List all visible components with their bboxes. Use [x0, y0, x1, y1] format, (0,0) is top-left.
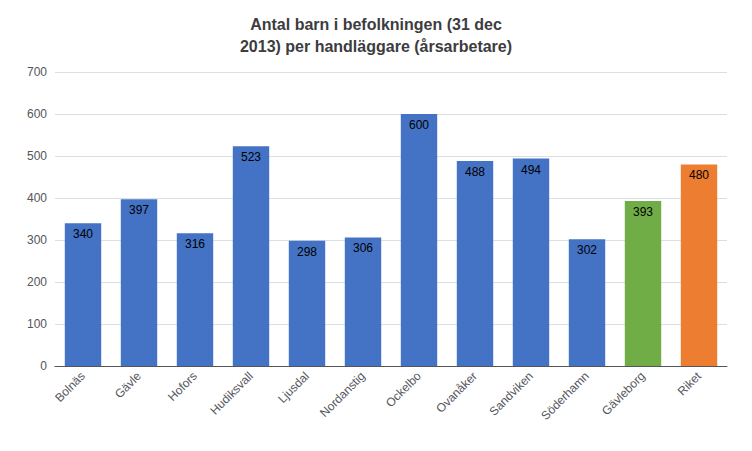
svg-text:Söderhamn: Söderhamn [538, 369, 592, 423]
svg-text:100: 100 [27, 317, 47, 331]
svg-text:2013) per handläggare (årsarbe: 2013) per handläggare (årsarbetare) [240, 38, 512, 55]
svg-text:Sandviken: Sandviken [486, 369, 535, 418]
svg-text:397: 397 [129, 203, 149, 217]
svg-text:Nordanstig: Nordanstig [317, 369, 368, 420]
svg-text:Bolnäs: Bolnäs [52, 369, 88, 405]
svg-text:340: 340 [73, 227, 93, 241]
svg-text:200: 200 [27, 275, 47, 289]
svg-text:494: 494 [521, 163, 541, 177]
svg-text:306: 306 [353, 241, 373, 255]
svg-text:400: 400 [27, 191, 47, 205]
svg-text:0: 0 [40, 359, 47, 373]
svg-text:700: 700 [27, 65, 47, 79]
svg-text:Riket: Riket [675, 369, 705, 399]
svg-text:600: 600 [409, 118, 429, 132]
svg-text:302: 302 [577, 243, 597, 257]
svg-text:Ockelbo: Ockelbo [383, 369, 424, 410]
svg-text:Gävleborg: Gävleborg [599, 369, 648, 418]
svg-text:316: 316 [185, 237, 205, 251]
svg-text:488: 488 [465, 165, 485, 179]
svg-text:480: 480 [689, 168, 709, 182]
svg-text:600: 600 [27, 107, 47, 121]
svg-text:Ovanåker: Ovanåker [433, 369, 480, 416]
svg-text:500: 500 [27, 149, 47, 163]
svg-text:298: 298 [297, 245, 317, 259]
svg-text:Antal barn i befolkningen (31: Antal barn i befolkningen (31 dec [250, 16, 502, 33]
svg-text:300: 300 [27, 233, 47, 247]
svg-text:393: 393 [633, 205, 653, 219]
svg-text:Hofors: Hofors [165, 369, 200, 404]
svg-text:523: 523 [241, 150, 261, 164]
svg-text:Hudiksvall: Hudiksvall [207, 369, 256, 418]
svg-text:Ljusdal: Ljusdal [275, 369, 312, 406]
svg-text:Gävle: Gävle [112, 369, 144, 401]
